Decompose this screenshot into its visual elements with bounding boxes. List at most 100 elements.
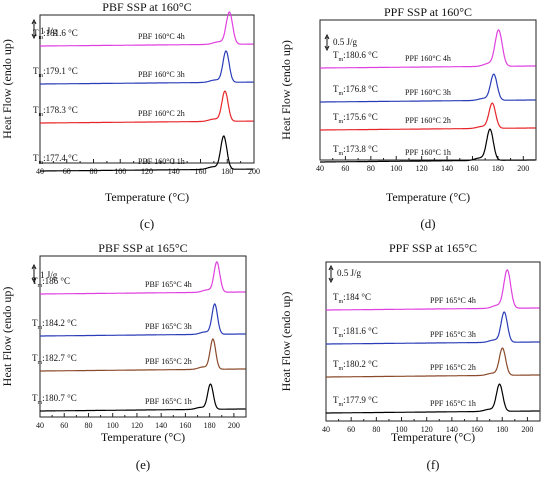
series-line-3 (40, 303, 246, 337)
tm-symbol: T (333, 84, 339, 94)
chart-title: PBF SSP at 160°C (102, 0, 191, 14)
tm-subscript: m (38, 325, 43, 331)
tm-value: :186 °C (42, 276, 70, 286)
y-axis-label: Heat Flow (endo up) (0, 39, 14, 139)
tm-symbol: T (33, 105, 39, 115)
tm-symbol: T (32, 318, 38, 328)
panel-label: (c) (140, 216, 154, 231)
tm-symbol: T (333, 359, 339, 369)
series-name-label: PPF 165°C 2h (430, 363, 476, 372)
tm-value: :184 °C (343, 292, 371, 302)
series-line-3 (326, 311, 540, 345)
tm-annotation: Tm:178.3 °C (33, 105, 78, 118)
chart-panel-c: PBF SSP at 160°C40 60 80 100 120 140 160 180 200… (0, 0, 260, 231)
scale-bar-arrow-up (328, 264, 334, 271)
panel-label: (e) (136, 457, 150, 472)
tm-symbol: T (333, 144, 339, 154)
y-axis-label: Heat Flow (endo up) (279, 40, 293, 140)
tm-value: :176.8 °C (343, 84, 378, 94)
x-tick-label: 100 (390, 164, 402, 173)
chart-title: PPF SSP at 160°C (384, 5, 472, 19)
x-tick-label: 60 (60, 421, 68, 430)
tm-symbol: T (333, 292, 339, 302)
series-name-label: PPF 165°C 4h (430, 296, 476, 305)
series-name-label: PBF 160°C 2h (138, 109, 185, 118)
x-tick-label: 40 (36, 421, 44, 430)
x-tick-label: 180 (221, 167, 233, 176)
series-line-4 (326, 269, 540, 311)
tm-annotation: Tm:184 °C (333, 292, 371, 305)
x-tick-label: 100 (107, 421, 119, 430)
series-name-label: PBF 160°C 3h (138, 70, 185, 79)
x-axis-label: Temperature (°C) (101, 430, 185, 444)
series-line-3 (40, 50, 254, 85)
tm-subscript: m (39, 73, 44, 79)
scale-bar-label: 1 J/g (40, 26, 58, 36)
x-axis-label: Temperature (°C) (386, 190, 470, 204)
x-tick-label: 80 (367, 164, 375, 173)
scale-bar-arrow-down (31, 277, 37, 284)
tm-subscript: m (339, 91, 344, 97)
series-line-4 (320, 29, 536, 69)
tm-symbol: T (32, 353, 38, 363)
tm-value: :180.2 °C (343, 359, 378, 369)
y-axis-label: Heat Flow (endo up) (0, 287, 14, 387)
tm-annotation: Tm:184.2 °C (32, 318, 77, 331)
series-line-4 (40, 261, 246, 295)
x-tick-label: 100 (396, 425, 408, 434)
tm-value: :180.7 °C (42, 393, 77, 403)
tm-symbol: T (333, 50, 339, 60)
x-tick-label: 120 (421, 425, 433, 434)
tm-annotation: Tm:173.8 °C (333, 144, 378, 157)
series-line-1 (40, 135, 254, 172)
x-tick-label: 80 (90, 167, 98, 176)
tm-symbol: T (33, 66, 39, 76)
series-name-label: PBF 160°C 1h (138, 157, 185, 166)
tm-annotation: Tm:186 °C (32, 276, 70, 289)
tm-symbol: T (32, 276, 38, 286)
x-tick-label: 200 (248, 167, 260, 176)
series-line-1 (40, 383, 246, 412)
tm-annotation: Tm:175.6 °C (333, 112, 378, 125)
x-tick-label: 180 (492, 164, 504, 173)
tm-annotation: Tm:180.6 °C (333, 50, 378, 63)
tm-value: :178.3 °C (43, 105, 78, 115)
tm-annotation: Tm:177.4 °C (33, 153, 78, 166)
x-tick-label: 60 (347, 425, 355, 434)
y-axis-label: Heat Flow (endo up) (279, 292, 293, 392)
tm-symbol: T (33, 28, 39, 38)
series-name-label: PPF 160°C 1h (405, 148, 451, 157)
x-axis-label: Temperature (°C) (391, 430, 475, 444)
tm-symbol: T (333, 395, 339, 405)
tm-value: :182.7 °C (42, 353, 77, 363)
x-tick-label: 200 (228, 421, 240, 430)
tm-subscript: m (339, 57, 344, 63)
series-name-label: PPF 160°C 2h (405, 116, 451, 125)
tm-subscript: m (38, 283, 43, 289)
tm-subscript: m (39, 35, 44, 41)
tm-subscript: m (339, 402, 344, 408)
tm-value: :181.6 °C (43, 28, 78, 38)
x-tick-label: 80 (372, 425, 380, 434)
chart-panel-f: PPF SSP at 165°C 40 60 80 100 120 140 160 180 200… (279, 241, 541, 472)
tm-symbol: T (33, 153, 39, 163)
tm-value: :184.2 °C (42, 318, 77, 328)
scale-bar-arrow-down (31, 33, 37, 40)
tm-annotation: Tm:181.6 °C (333, 326, 378, 339)
x-axis-label: Temperature (°C) (105, 190, 189, 204)
scale-bar-label: 0.5 J/g (337, 268, 362, 278)
x-tick-label: 60 (63, 167, 71, 176)
x-tick-label: 120 (131, 421, 143, 430)
x-tick-label: 60 (341, 164, 349, 173)
chart-title: PBF SSP at 165°C (98, 241, 187, 255)
tm-annotation: Tm:176.8 °C (333, 84, 378, 97)
chart-panel-d: PPF SSP at 160°C 40 60 80 100 120 140 160 180 200… (279, 5, 537, 231)
x-tick-label: 100 (114, 167, 126, 176)
tm-subscript: m (339, 299, 344, 305)
scale-bar-arrow-down (324, 45, 330, 52)
series-line-1 (320, 128, 536, 163)
tm-symbol: T (32, 393, 38, 403)
x-tick-label: 160 (179, 421, 191, 430)
scale-bar-arrow-up (31, 18, 37, 25)
